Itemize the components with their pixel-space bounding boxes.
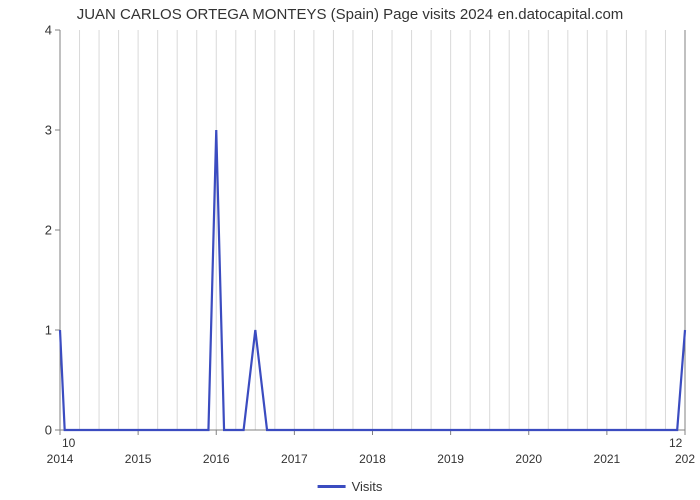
- x-tick-label: 2018: [359, 452, 386, 466]
- x-tick-label: 2021: [594, 452, 621, 466]
- x-tick-label: 2019: [437, 452, 464, 466]
- right-range-label: 12: [669, 436, 682, 450]
- y-tick-label: 3: [38, 123, 52, 138]
- x-tick-label: 2020: [515, 452, 542, 466]
- x-tick-label-last: 202: [675, 452, 695, 466]
- x-tick-label: 2014: [47, 452, 74, 466]
- y-tick-label: 0: [38, 423, 52, 438]
- y-tick-label: 4: [38, 23, 52, 38]
- x-tick-label: 2016: [203, 452, 230, 466]
- legend-swatch: [318, 485, 346, 488]
- chart-title: JUAN CARLOS ORTEGA MONTEYS (Spain) Page …: [0, 6, 700, 23]
- y-tick-label: 2: [38, 223, 52, 238]
- legend-label: Visits: [352, 479, 383, 494]
- chart-legend: Visits: [318, 479, 383, 494]
- chart-svg: [60, 30, 685, 430]
- left-range-label: 10: [62, 436, 75, 450]
- x-tick-label: 2017: [281, 452, 308, 466]
- y-tick-label: 1: [38, 323, 52, 338]
- chart-plot-area: [60, 30, 685, 430]
- x-tick-label: 2015: [125, 452, 152, 466]
